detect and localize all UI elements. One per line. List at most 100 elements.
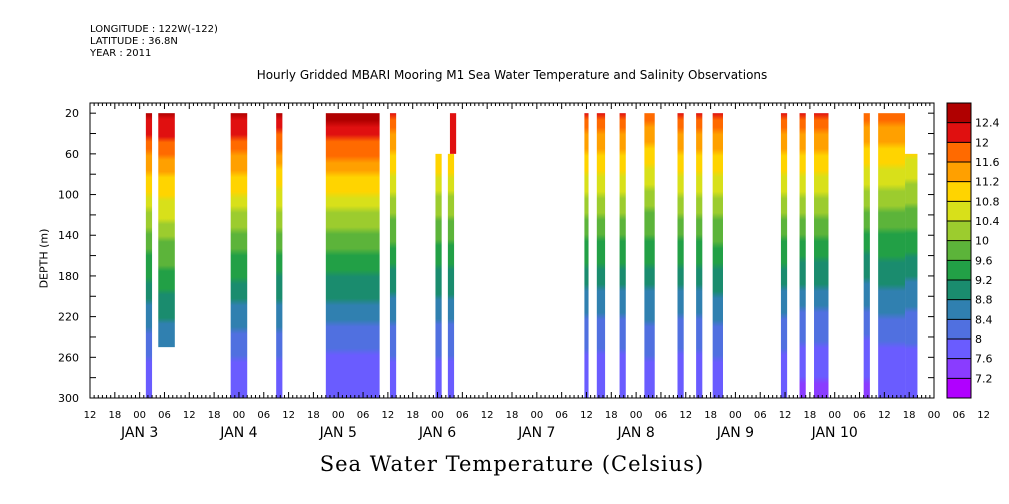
- x-tick-label: 18: [307, 410, 320, 421]
- y-tick-label: 140: [58, 229, 79, 242]
- colorbar-label: 8.4: [975, 313, 993, 326]
- data-segment: [799, 113, 806, 398]
- data-segment: [447, 153, 455, 398]
- x-tick-label: 18: [605, 410, 618, 421]
- data-segment: [677, 113, 684, 398]
- colorbar-label: 11.2: [975, 176, 1000, 189]
- x-tick-label: 06: [655, 410, 668, 421]
- x-tick-label: 18: [108, 410, 121, 421]
- colorbar-swatch: [947, 201, 971, 222]
- colorbar-label: 8.8: [975, 294, 993, 307]
- x-tick-label: 06: [754, 410, 767, 421]
- x-tick-label: 18: [208, 410, 221, 421]
- colorbar-swatch: [947, 378, 971, 399]
- data-segment: [325, 113, 380, 398]
- data-segment: [878, 113, 906, 398]
- data-segment: [584, 113, 589, 398]
- colorbar-swatch: [947, 142, 971, 163]
- colorbar-swatch: [947, 260, 971, 281]
- x-tick-label: 12: [977, 410, 990, 421]
- colorbar: 7.2 7.6 8 8.4 8.8 9.2 9.6 10 10.4 10.8 11.2 11.6 12 1…: [946, 102, 1000, 399]
- colorbar-label: 10.8: [975, 195, 1000, 208]
- x-tick-label: 18: [704, 410, 717, 421]
- data-segment: [905, 153, 918, 398]
- data-segment: [780, 113, 788, 398]
- data-segment: [644, 113, 655, 398]
- x-day-label: JAN 8: [616, 425, 654, 441]
- x-day-label: JAN 7: [517, 425, 555, 441]
- y-tick-label: 260: [58, 351, 79, 364]
- colorbar-swatch: [947, 319, 971, 340]
- x-tick-label: 12: [779, 410, 792, 421]
- colorbar-title: Sea Water Temperature (Celsius): [319, 452, 705, 476]
- data-segment: [230, 113, 248, 398]
- colorbar-label: 12.4: [975, 117, 1000, 130]
- x-tick-label: 18: [903, 410, 916, 421]
- colorbar-swatch: [947, 181, 971, 202]
- x-tick-label: 00: [431, 410, 444, 421]
- y-tick-label: 60: [65, 148, 79, 161]
- colorbar-swatch: [947, 299, 971, 320]
- data-segment: [158, 113, 175, 348]
- y-tick-label: 300: [58, 392, 79, 405]
- x-tick-label: 12: [580, 410, 593, 421]
- x-tick-label: 06: [456, 410, 469, 421]
- x-tick-label: 12: [282, 410, 295, 421]
- x-tick-label: 06: [555, 410, 568, 421]
- y-tick-label: 220: [58, 311, 79, 324]
- colorbar-swatch: [947, 122, 971, 143]
- x-tick-label: 00: [233, 410, 246, 421]
- data-segment: [619, 113, 626, 398]
- colorbar-label: 9.6: [975, 254, 993, 267]
- x-tick-label: 00: [133, 410, 146, 421]
- data-segment: [696, 113, 703, 398]
- y-axis: 20 60 100 140 180 220 260 300: [58, 107, 934, 405]
- x-day-label: JAN 10: [811, 425, 858, 441]
- colorbar-swatch: [947, 103, 971, 124]
- x-axis: 12 18 00 06 12 18 00 06 12 18 00 06 12 18 00 06 12 18 00 06…: [84, 103, 990, 441]
- latitude-label: LATITUDE : 36.8N: [90, 36, 178, 47]
- data-segment: [389, 113, 397, 398]
- x-tick-label: 06: [257, 410, 270, 421]
- x-tick-label: 00: [530, 410, 543, 421]
- x-tick-label: 18: [804, 410, 817, 421]
- x-day-label: JAN 9: [716, 425, 754, 441]
- x-tick-label: 18: [506, 410, 519, 421]
- x-tick-label: 06: [357, 410, 370, 421]
- y-tick-label: 180: [58, 270, 79, 283]
- x-tick-label: 00: [928, 410, 941, 421]
- data-segment: [863, 113, 870, 398]
- plot-frame: [89, 102, 935, 399]
- colorbar-label: 10: [975, 235, 989, 248]
- colorbar-label: 7.6: [975, 353, 993, 366]
- x-day-label: JAN 3: [120, 425, 158, 441]
- y-tick-label: 100: [58, 189, 79, 202]
- colorbar-label: 11.6: [975, 156, 1000, 169]
- data-segment: [435, 153, 442, 398]
- colorbar-label: 7.2: [975, 372, 993, 385]
- colorbar-label: 8: [975, 333, 982, 346]
- colorbar-swatch: [947, 221, 971, 242]
- chart-title: Hourly Gridded MBARI Mooring M1 Sea Wate…: [256, 68, 768, 82]
- data-segment: [449, 113, 457, 154]
- x-tick-label: 12: [84, 410, 97, 421]
- x-tick-label: 12: [481, 410, 494, 421]
- data-segment: [596, 113, 606, 398]
- x-tick-label: 12: [679, 410, 692, 421]
- colorbar-swatch: [947, 280, 971, 301]
- year-label: YEAR : 2011: [90, 48, 152, 59]
- colorbar-swatch: [947, 339, 971, 360]
- colorbar-swatch: [947, 240, 971, 261]
- x-tick-label: 18: [406, 410, 419, 421]
- x-tick-label: 12: [878, 410, 891, 421]
- x-tick-label: 00: [729, 410, 742, 421]
- data-segment: [814, 113, 829, 398]
- colorbar-frame: [946, 102, 972, 399]
- x-day-label: JAN 6: [418, 425, 456, 441]
- colorbar-label: 10.4: [975, 215, 1000, 228]
- colorbar-swatch: [947, 162, 971, 183]
- data-segments: [145, 113, 918, 398]
- x-day-label: JAN 4: [219, 425, 257, 441]
- x-tick-label: 00: [828, 410, 841, 421]
